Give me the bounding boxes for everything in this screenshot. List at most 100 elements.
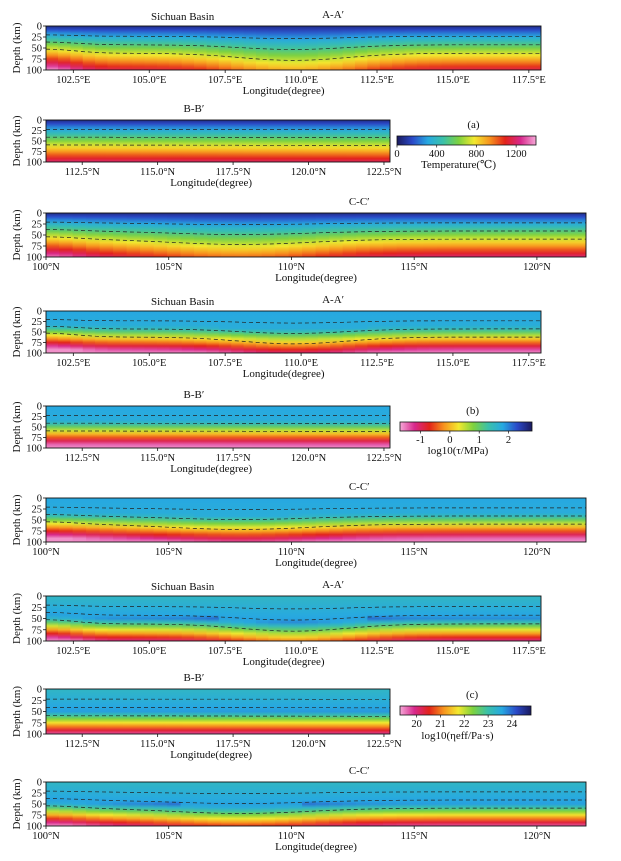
heatmap-column	[504, 498, 519, 542]
y-tick-label: 75	[32, 811, 43, 822]
heatmap-column	[268, 311, 282, 353]
heatmap-column	[305, 596, 319, 641]
heatmap-column	[99, 498, 114, 542]
heatmap-column	[207, 213, 222, 257]
colorbar-label: log10(ηeff/Pa·s)	[421, 730, 493, 742]
panel-title: B-B′	[184, 389, 205, 401]
y-tick-label: 100	[26, 822, 42, 833]
heatmap-column	[166, 689, 176, 734]
y-axis-label: Depth (km)	[11, 778, 23, 829]
heatmap-column	[234, 498, 249, 542]
y-tick-label: 0	[37, 778, 42, 789]
heatmap-column	[54, 120, 64, 162]
heatmap-column	[113, 498, 128, 542]
heatmap-column	[97, 689, 107, 734]
heatmap-field	[46, 406, 390, 448]
heatmap-column	[72, 498, 87, 542]
interface-dashed-line	[46, 715, 390, 717]
heatmap-column	[293, 311, 307, 353]
interface-dashed-line	[46, 332, 541, 345]
heatmap-column	[46, 498, 60, 542]
heatmap-column	[404, 311, 418, 353]
heatmap-column	[54, 406, 64, 448]
heatmap-column	[545, 213, 560, 257]
heatmap-column	[515, 26, 530, 70]
y-tick-label: 100	[26, 253, 42, 264]
heatmap-column	[383, 782, 398, 826]
heatmap-column	[126, 782, 141, 826]
x-axis-label: Longitude(degree)	[275, 841, 357, 853]
y-tick-label: 0	[37, 22, 42, 33]
heatmap-column	[59, 213, 74, 257]
heatmap-column	[70, 26, 84, 70]
heatmap-column	[354, 311, 369, 353]
heatmap-column	[144, 26, 158, 70]
heatmap-column	[503, 311, 517, 353]
y-tick-label: 50	[32, 614, 43, 625]
heatmap-column	[57, 26, 72, 70]
panel-title: C-C′	[349, 481, 370, 493]
heatmap-column	[453, 596, 468, 641]
heatmap-column	[194, 596, 208, 641]
colorbar-tick-label: 24	[507, 719, 518, 730]
y-tick-label: 50	[32, 44, 43, 55]
heatmap-column	[491, 311, 505, 353]
heatmap-column	[126, 213, 141, 257]
heatmap-column	[86, 498, 101, 542]
heatmap-column	[404, 26, 418, 70]
x-axis-label: Longitude(degree)	[170, 177, 252, 189]
heatmap-column	[221, 498, 236, 542]
heatmap-column	[114, 120, 124, 162]
colorbar-tick-label: 0	[394, 149, 399, 160]
x-tick-label: 100°N	[32, 547, 60, 558]
heatmap-column	[217, 689, 227, 734]
interface-dashed-line	[46, 514, 586, 520]
heatmap-column	[338, 120, 348, 162]
heatmap-column	[261, 498, 276, 542]
colorbar-tick-label: 22	[459, 719, 470, 730]
heatmap-column	[82, 596, 96, 641]
interface-dashed-line	[46, 430, 390, 432]
heatmap-column	[450, 498, 465, 542]
heatmap-column	[97, 406, 107, 448]
heatmap-column	[80, 406, 90, 448]
x-tick-label: 110°N	[278, 831, 306, 842]
heatmap-column	[312, 689, 322, 734]
heatmap-column	[123, 120, 133, 162]
heatmap-column	[441, 596, 455, 641]
heatmap-column	[234, 782, 249, 826]
heatmap-column	[255, 311, 270, 353]
heatmap-column	[545, 498, 560, 542]
heatmap-field	[46, 26, 541, 70]
heatmap-column	[46, 311, 59, 353]
heatmap-column	[268, 596, 282, 641]
heatmap-column	[423, 782, 438, 826]
heatmap-column	[342, 596, 356, 641]
heatmap-column	[252, 120, 262, 162]
heatmap-column	[346, 689, 356, 734]
heatmap-column	[315, 498, 330, 542]
heatmap-column	[153, 213, 168, 257]
heatmap-column	[62, 406, 73, 448]
colorbar-tick-label: 20	[411, 719, 422, 730]
heatmap-column	[302, 782, 317, 826]
y-tick-label: 0	[37, 307, 42, 318]
heatmap-column	[207, 782, 222, 826]
heatmap-column	[531, 213, 546, 257]
heatmap-column	[293, 596, 307, 641]
heatmap-column	[437, 782, 452, 826]
heatmap-column	[261, 782, 276, 826]
heatmap-column	[477, 782, 492, 826]
heatmap-column	[504, 213, 519, 257]
basin-annotation: Sichuan Basin	[151, 581, 215, 593]
heatmap-column	[329, 406, 339, 448]
heatmap-column	[248, 498, 263, 542]
heatmap-column	[181, 596, 195, 641]
x-tick-label: 105°N	[155, 831, 183, 842]
y-tick-label: 75	[32, 718, 43, 729]
colorbar-tick-label: 0	[447, 435, 452, 446]
heatmap-column	[280, 311, 294, 353]
